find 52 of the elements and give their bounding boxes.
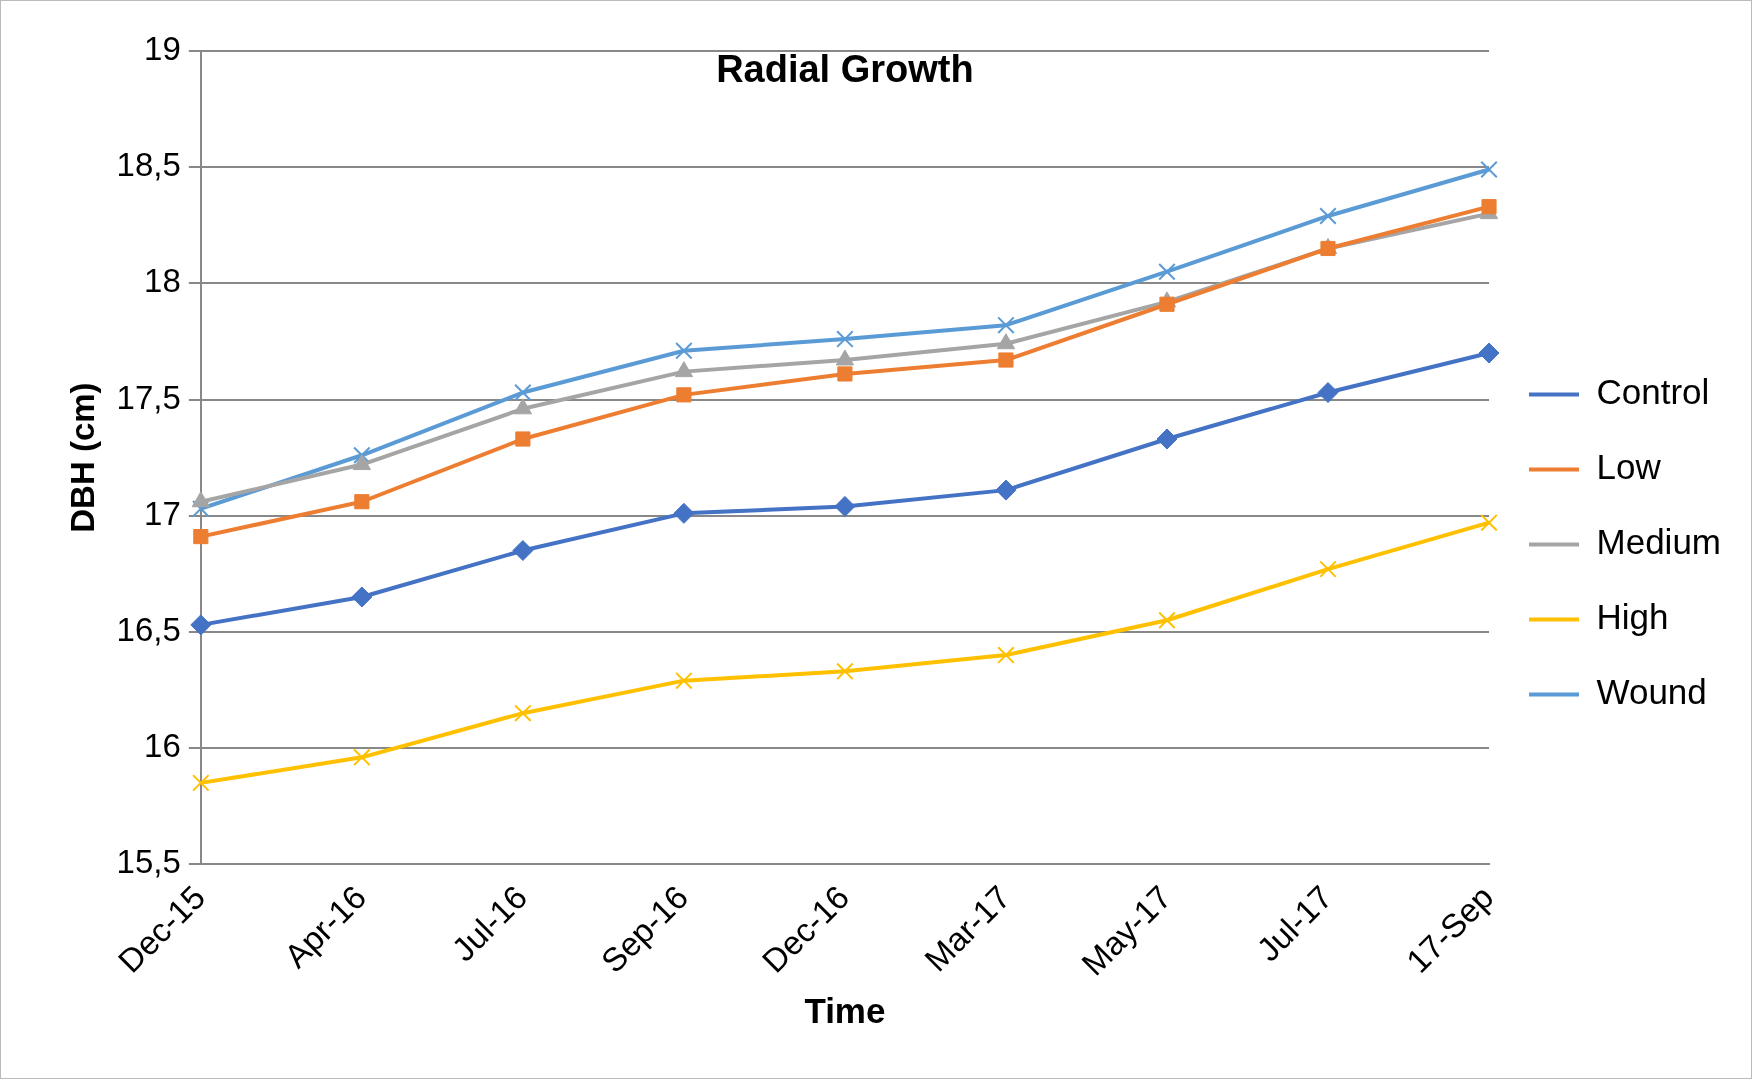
point — [1159, 296, 1175, 312]
point — [675, 671, 693, 690]
point — [998, 352, 1014, 368]
legend-label: Low — [1596, 447, 1662, 487]
point — [1481, 199, 1497, 215]
point — [675, 341, 693, 360]
y-tick-label: 15,5 — [116, 843, 181, 881]
point — [1480, 160, 1498, 179]
point — [514, 704, 532, 722]
y-tick-label: 19 — [144, 30, 181, 68]
point — [997, 316, 1015, 334]
point — [192, 774, 210, 792]
legend-label: Medium — [1596, 522, 1721, 562]
point — [351, 586, 373, 608]
legend-label: High — [1596, 597, 1669, 637]
point — [514, 383, 532, 402]
point — [1480, 513, 1498, 532]
point — [1319, 207, 1337, 225]
legend-label: Control — [1596, 372, 1710, 412]
point — [353, 446, 371, 465]
point — [836, 662, 854, 681]
y-tick-label: 18,5 — [116, 146, 181, 184]
point — [192, 499, 210, 518]
point — [1156, 428, 1178, 450]
point — [353, 748, 371, 767]
point — [1317, 382, 1339, 404]
point — [1158, 262, 1176, 281]
point — [676, 387, 692, 403]
point — [673, 502, 695, 524]
point — [837, 366, 853, 382]
y-tick-label: 17,5 — [116, 378, 181, 416]
point — [834, 495, 856, 517]
y-axis-title: DBH (cm) — [63, 382, 101, 533]
point — [836, 330, 854, 348]
point — [352, 454, 372, 471]
y-tick-label: 16 — [144, 727, 181, 765]
point — [1478, 342, 1500, 364]
point — [674, 361, 694, 378]
point — [997, 646, 1015, 664]
point — [995, 479, 1017, 501]
y-tick-label: 18 — [144, 262, 181, 300]
point — [1158, 611, 1176, 630]
x-axis-title: Time — [804, 990, 886, 1030]
y-tick-label: 16,5 — [116, 610, 181, 648]
point — [193, 529, 209, 545]
y-tick-label: 17 — [144, 494, 181, 532]
point — [512, 540, 534, 562]
legend-label: Wound — [1596, 672, 1707, 712]
point — [515, 431, 531, 447]
point — [354, 494, 370, 510]
chart-title: Radial Growth — [716, 48, 974, 91]
point — [1319, 560, 1337, 578]
